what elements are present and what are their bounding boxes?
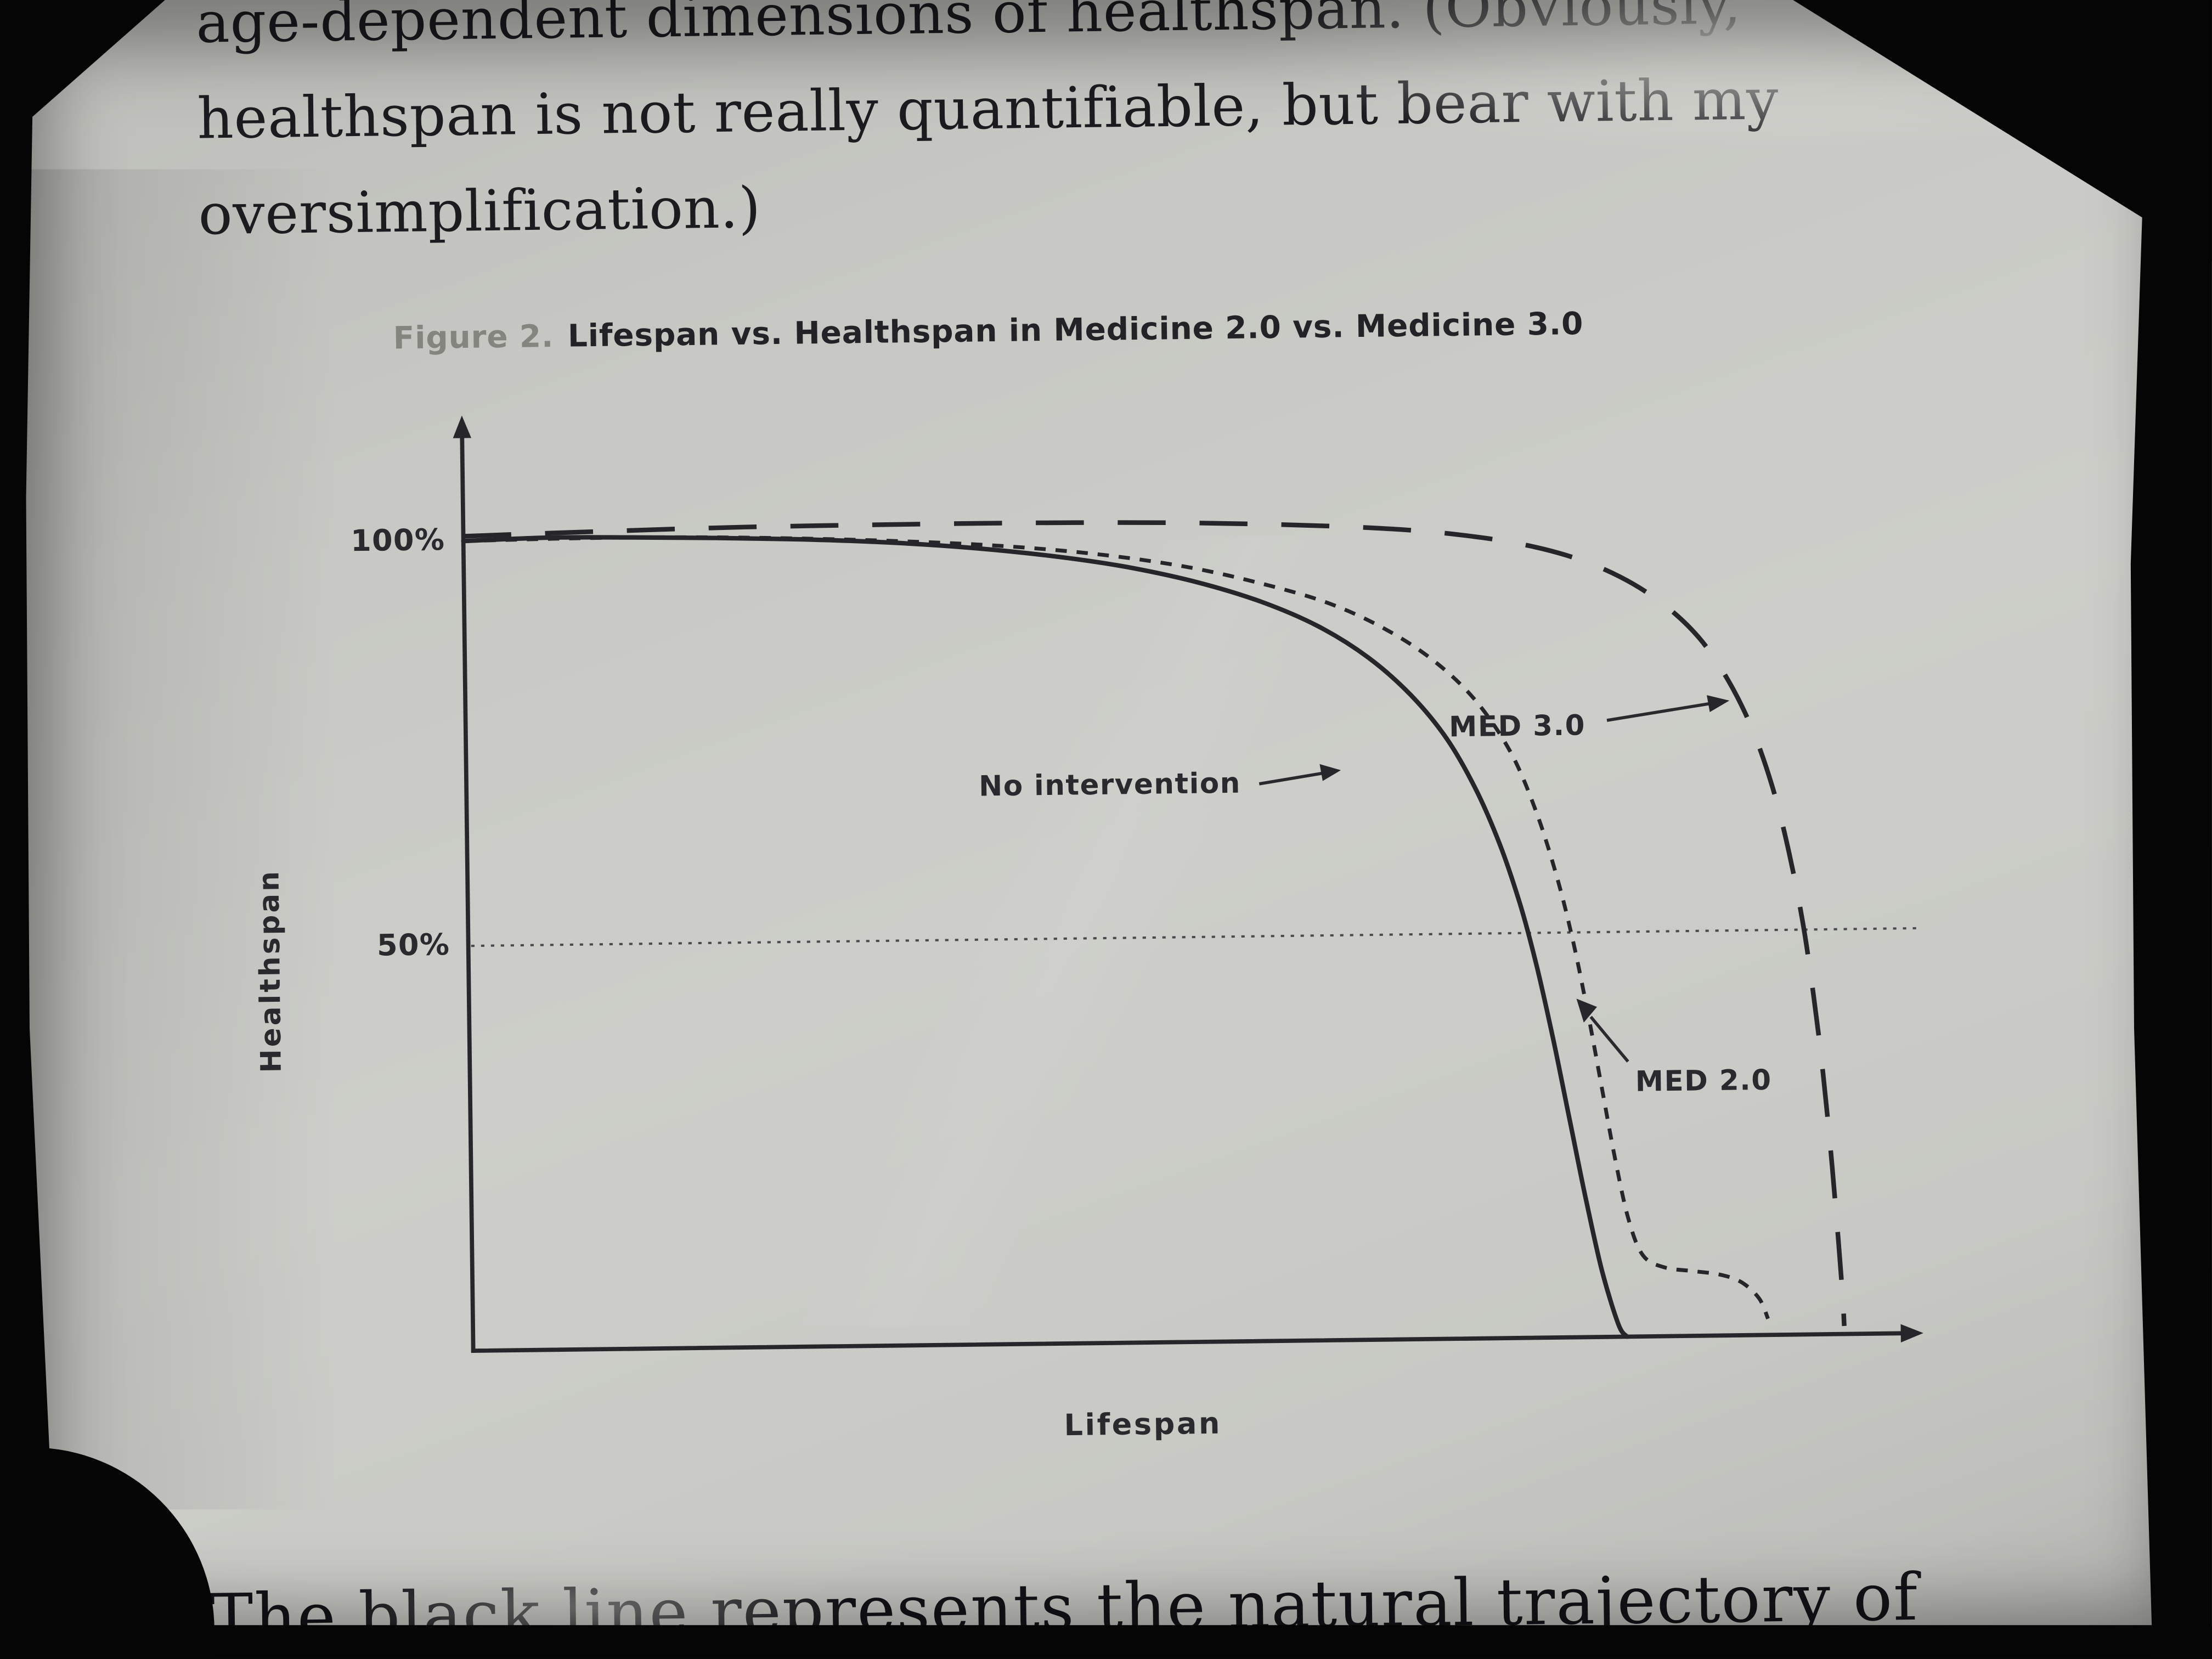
chart-series — [461, 520, 1923, 1339]
annotation-no-intervention: No intervention — [978, 765, 1242, 803]
bezel-bottom — [0, 1625, 2212, 1659]
no-intervention-arrow — [1259, 764, 1341, 786]
med30-arrow — [1606, 695, 1730, 722]
med20-arrow — [1576, 998, 1629, 1063]
reference-line-50 — [471, 927, 1923, 947]
ytick-100: 100% — [350, 523, 445, 558]
y-axis-title: Healthspan — [251, 868, 288, 1073]
y-axis — [453, 415, 476, 1353]
series-no-intervention — [461, 535, 1630, 1339]
x-axis-title: Lifespan — [1064, 1406, 1222, 1442]
x-axis — [471, 1324, 1923, 1353]
series-med-2-0 — [463, 535, 1770, 1320]
annotation-med20: MED 2.0 — [1635, 1062, 1772, 1098]
annotation-med30: MED 3.0 — [1448, 708, 1586, 744]
ytick-50: 50% — [376, 928, 450, 963]
series-med-3-0 — [463, 520, 1847, 1327]
